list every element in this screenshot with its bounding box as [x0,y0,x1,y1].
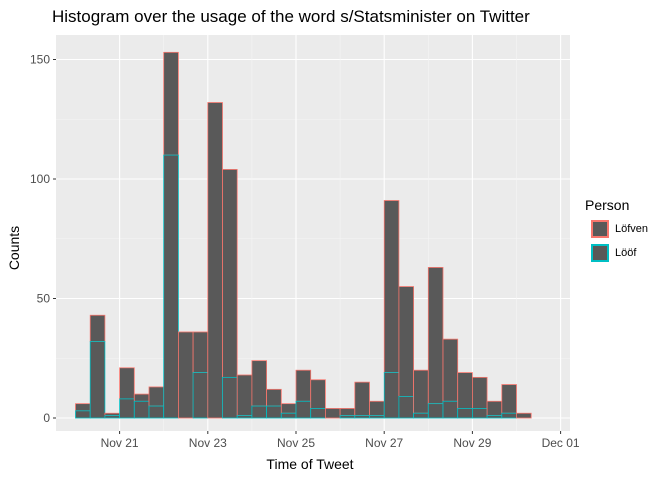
bar-lofven [295,369,312,402]
x-tick-label: Nov 21 [101,436,139,450]
bar-loof [354,415,370,419]
legend-item-loof: Lööf [585,241,648,265]
bar-loof [471,408,488,419]
bar-lofven [163,51,179,156]
bar-loof [457,408,473,419]
bars [75,51,532,419]
bar-loof [369,415,385,419]
x-tick-label: Nov 25 [277,436,315,450]
bar-loof [398,396,414,419]
y-tick-label: 100 [30,172,50,186]
bar-lofven [398,286,414,397]
bar-lofven [339,408,356,417]
bar-loof [427,403,444,419]
y-tick-label: 50 [37,292,51,306]
bar-lofven [75,403,91,412]
bar-lofven [177,331,194,419]
bar-lofven [471,376,488,409]
bar-lofven [369,400,385,417]
bar-lofven [133,393,150,402]
bar-loof [339,415,356,419]
legend-label-lofven: Löfven [615,223,649,235]
axes: 0 50 100 150 Nov 21 Nov 23 Nov 25 Nov 27 Nov 29 D… [30,53,580,451]
bar-lofven [486,400,503,417]
bar-lofven [501,384,517,414]
y-tick-label: 0 [43,411,50,425]
bar-lofven [89,314,106,342]
bar-loof [413,412,429,419]
bar-loof [280,412,297,419]
plot-panel [56,35,570,431]
bar-lofven [236,374,253,417]
bar-loof [251,405,267,419]
bar-loof [236,415,253,419]
chart-title: Histogram over the usage of the word s/S… [52,7,530,26]
legend: Person Löfven Lööf [585,197,648,265]
bar-lofven [457,372,473,409]
bar-loof [266,405,282,419]
bar-loof [310,408,326,419]
bar-lofven [427,267,444,405]
bar-loof [295,400,312,419]
bar-lofven [383,200,400,373]
x-tick-label: Nov 27 [365,436,403,450]
y-tick-label: 150 [30,53,50,67]
bar-lofven [442,338,459,402]
bar-loof [192,372,209,419]
bar-lofven [207,102,223,419]
bar-loof [119,398,135,419]
bar-loof [383,372,400,419]
bar-lofven [119,367,135,400]
bar-loof [148,405,165,419]
legend-key-loof [591,244,609,262]
bar-lofven [413,369,429,414]
bar-loof [163,154,179,419]
bar-lofven [324,408,341,419]
bar-lofven [192,331,209,373]
bar-lofven [310,379,326,409]
bar-loof [501,412,517,419]
legend-item-lofven: Löfven [585,217,648,241]
bar-loof [133,400,150,419]
bar-lofven [222,169,238,378]
bar-loof [104,415,121,419]
bar-lofven [251,360,267,407]
bar-loof [89,341,106,419]
bar-loof [75,410,91,419]
bar-lofven [148,386,165,407]
x-axis-label: Time of Tweet [266,456,354,472]
bar-loof [486,415,503,419]
x-tick-label: Nov 29 [453,436,491,450]
legend-label-loof: Lööf [615,247,637,259]
bar-lofven [280,403,297,414]
x-tick-label: Nov 23 [189,436,227,450]
x-tick-label: Dec 01 [542,436,580,450]
legend-key-lofven [591,220,609,238]
bar-loof [442,400,459,419]
bar-lofven [266,388,282,407]
bar-loof [222,376,238,419]
bar-lofven [516,412,532,419]
legend-title: Person [585,197,630,213]
bar-lofven [354,381,370,417]
